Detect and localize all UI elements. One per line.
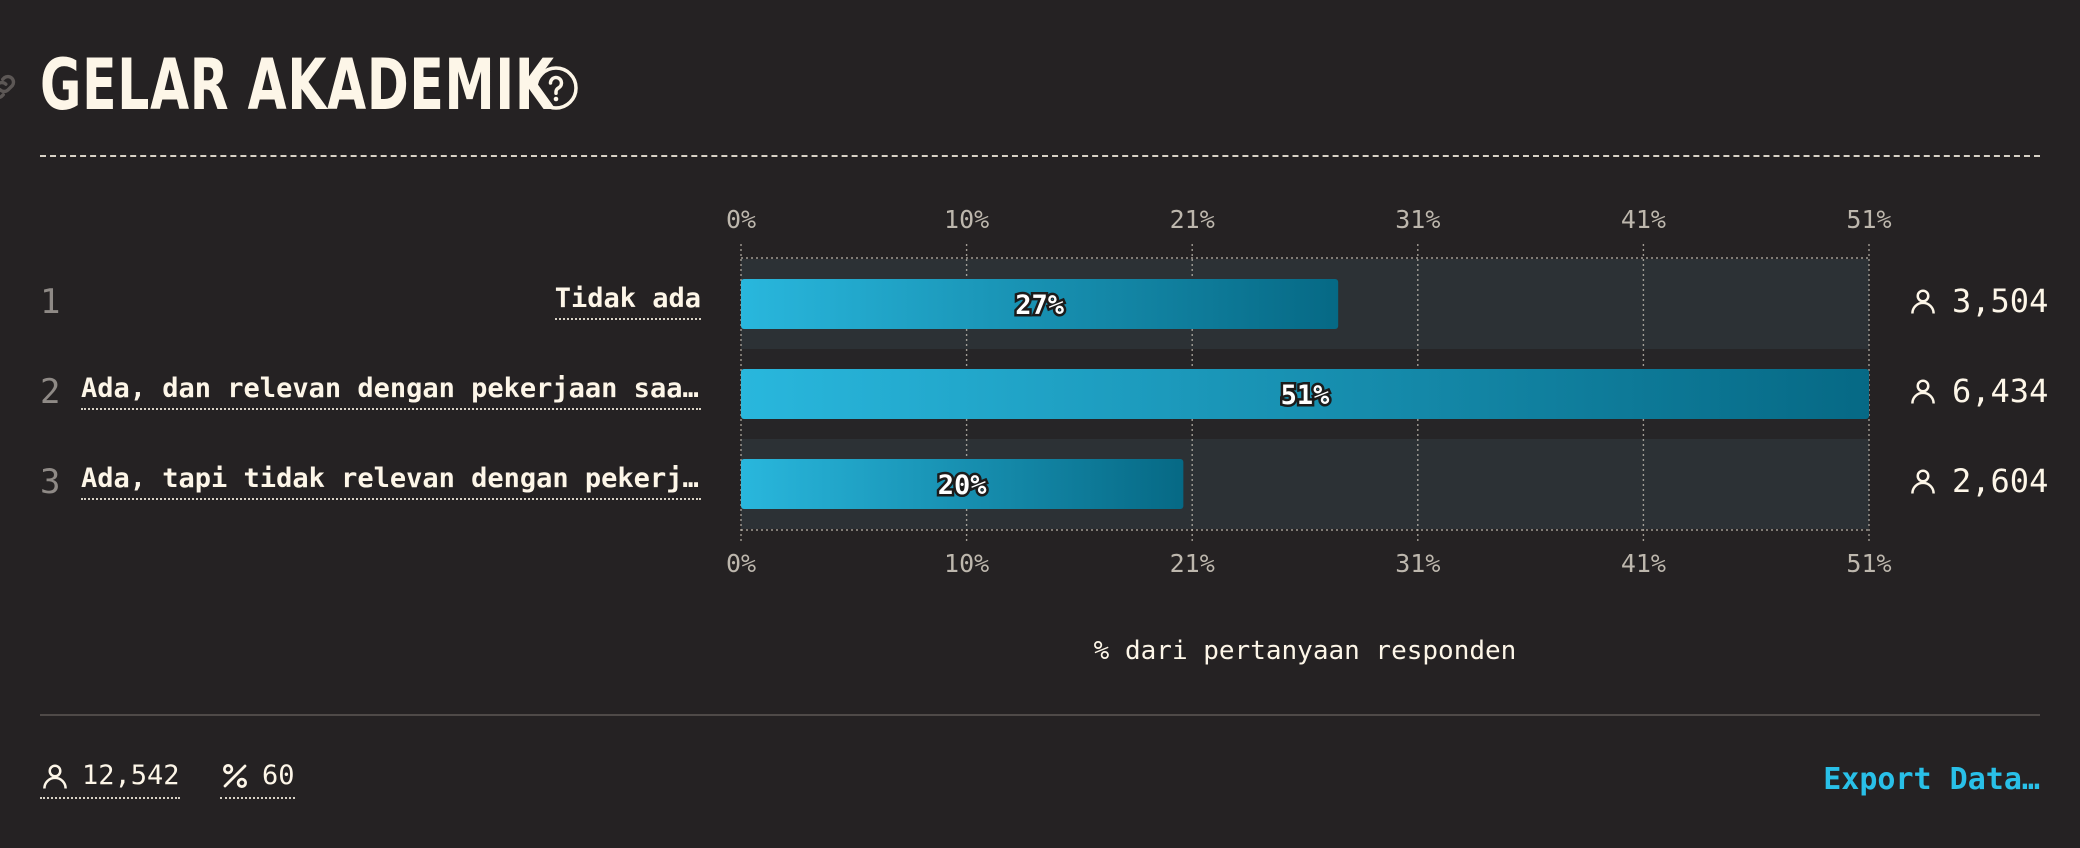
x-tick-label-top: 51% [1846, 205, 1891, 234]
row-rank: 3 [40, 462, 61, 502]
x-tick-label-top: 0% [726, 205, 756, 234]
bar-value-label: 51% [1281, 380, 1331, 411]
total-respondents-value: 12,542 [82, 760, 180, 791]
bar-value-label: 27% [1015, 290, 1065, 321]
x-tick-label-top: 10% [944, 205, 989, 234]
help-circle-icon[interactable] [532, 64, 580, 112]
bar-chart: 27% 51% 20% 0% 0% 10% 10% 21% 21% 31% 31% 41% 41% 51… [726, 205, 1892, 578]
link-icon[interactable] [0, 70, 20, 104]
bar-value-label: 20% [938, 470, 988, 501]
row-rank: 2 [40, 372, 61, 412]
respondent-count: 2,604 [1908, 462, 2048, 500]
page-title-wrapper: GELAR AKADEMIK [40, 40, 755, 130]
x-tick-label-bottom: 0% [726, 549, 756, 578]
bar[interactable] [741, 459, 1184, 509]
respondent-count: 6,434 [1908, 372, 2048, 410]
category-label[interactable]: Tidak ada [554, 283, 701, 320]
percent-stat[interactable]: 60 [220, 760, 295, 799]
user-icon [1911, 289, 1935, 314]
respondent-count: 3,504 [1908, 282, 2048, 320]
percent-stat-value: 60 [262, 760, 295, 791]
x-tick-label-bottom: 31% [1395, 549, 1440, 578]
respondent-count-value: 6,434 [1952, 372, 2049, 410]
footer-divider [40, 714, 2040, 716]
category-label[interactable]: Ada, tapi tidak relevan dengan pekerja… [81, 463, 701, 500]
x-tick-label-bottom: 21% [1170, 549, 1215, 578]
x-tick-label-bottom: 41% [1621, 549, 1666, 578]
user-icon [1911, 379, 1935, 404]
bar[interactable] [741, 369, 1869, 419]
x-tick-label-bottom: 10% [944, 549, 989, 578]
category-label[interactable]: Ada, dan relevan dengan pekerjaan saat… [81, 373, 701, 410]
bar[interactable] [741, 279, 1339, 329]
x-axis-label: % dari pertanyaan responden [1093, 636, 1517, 666]
x-tick-label-top: 31% [1395, 205, 1440, 234]
x-tick-label-bottom: 51% [1846, 549, 1891, 578]
export-data-link[interactable]: Export Data… [1823, 762, 2040, 797]
percent-icon [223, 763, 247, 788]
x-tick-label-top: 21% [1170, 205, 1215, 234]
total-respondents[interactable]: 12,542 [40, 760, 180, 799]
row-rank: 1 [40, 282, 61, 322]
x-tick-label-top: 41% [1621, 205, 1666, 234]
user-icon [43, 764, 67, 789]
page-title: GELAR AKADEMIK [40, 44, 555, 126]
respondent-count-value: 2,604 [1952, 462, 2049, 500]
user-icon [1911, 469, 1935, 494]
respondent-count-value: 3,504 [1952, 282, 2049, 320]
title-divider [40, 155, 2040, 157]
